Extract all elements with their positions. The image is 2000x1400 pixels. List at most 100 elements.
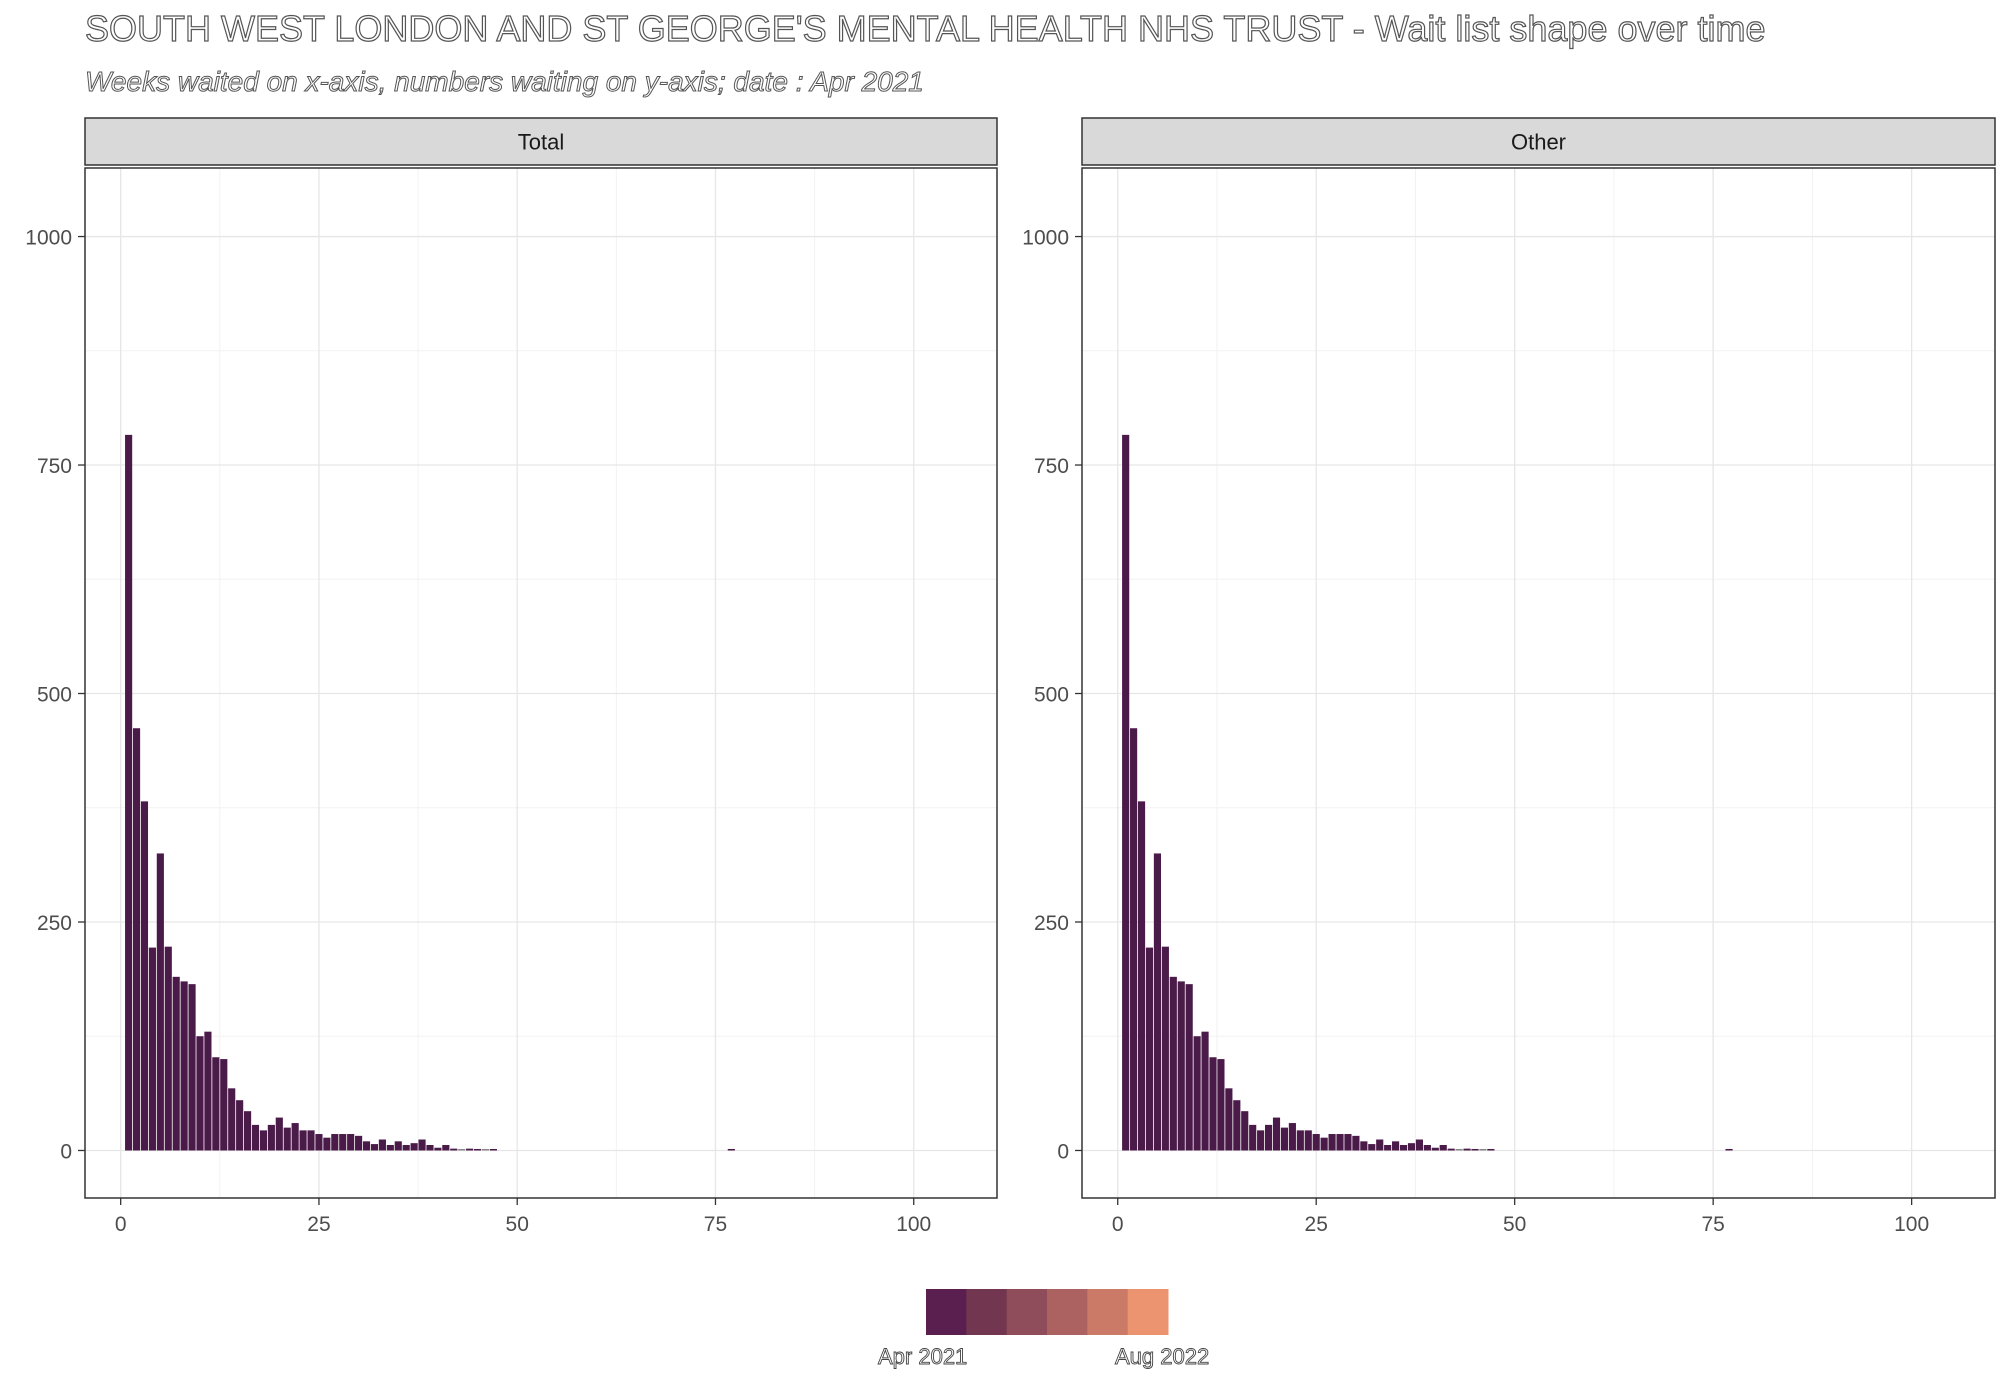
bar	[1201, 1031, 1209, 1151]
bar	[1288, 1123, 1296, 1151]
bar	[378, 1139, 386, 1151]
bar	[125, 434, 133, 1151]
facet-strip	[84, 117, 998, 166]
bar	[1177, 981, 1185, 1151]
bar	[259, 1130, 268, 1151]
bar	[727, 1148, 735, 1151]
y-tick-label: 750	[1034, 455, 1069, 478]
legend-swatch	[966, 1289, 1008, 1335]
bar	[331, 1134, 339, 1151]
chart-subtitle: Weeks waited on x-axis, numbers waiting …	[85, 66, 925, 98]
bar	[228, 1088, 236, 1151]
bar	[1257, 1130, 1265, 1151]
bar	[1487, 1148, 1495, 1151]
bar	[481, 1148, 490, 1151]
bar	[1169, 976, 1177, 1151]
legend-swatch	[1006, 1289, 1048, 1335]
bar	[442, 1144, 450, 1151]
bar	[466, 1148, 474, 1151]
y-tick-label: 500	[37, 684, 72, 707]
legend-label-end: Aug 2022	[1115, 1344, 1210, 1370]
legend-swatch	[1047, 1289, 1088, 1335]
bar	[347, 1134, 355, 1151]
y-tick-label: 0	[60, 1140, 72, 1163]
bar	[1447, 1148, 1455, 1151]
bar	[1415, 1139, 1423, 1151]
bar	[283, 1127, 291, 1151]
x-tick-label: 50	[1503, 1213, 1526, 1236]
bar	[315, 1134, 323, 1151]
bar	[473, 1148, 482, 1151]
bar	[1479, 1148, 1487, 1151]
y-tick-label: 1000	[25, 227, 72, 250]
bar	[251, 1124, 260, 1151]
chart-title: SOUTH WEST LONDON AND ST GEORGE'S MENTAL…	[84, 7, 1766, 49]
bar	[275, 1117, 283, 1151]
bar	[1161, 946, 1169, 1151]
y-tick-label: 1000	[1022, 227, 1069, 250]
bar	[1471, 1148, 1479, 1151]
bar	[1241, 1111, 1249, 1151]
panel-border	[1081, 167, 1996, 1199]
bar	[172, 976, 180, 1151]
x-tick-label: 25	[307, 1213, 330, 1236]
bar	[267, 1124, 275, 1151]
bar	[1145, 947, 1154, 1151]
bar	[148, 947, 156, 1151]
bar	[140, 801, 149, 1151]
bar	[1360, 1141, 1368, 1151]
bar	[1725, 1148, 1733, 1151]
bar	[1439, 1144, 1447, 1151]
bar	[458, 1148, 466, 1151]
bar	[1328, 1134, 1336, 1151]
bar	[1130, 728, 1138, 1151]
bar	[1249, 1124, 1257, 1151]
bar	[156, 853, 164, 1151]
bar	[1344, 1134, 1352, 1151]
bar	[1193, 1036, 1201, 1151]
bar	[1407, 1143, 1416, 1151]
bar	[362, 1141, 371, 1151]
bar	[1312, 1134, 1320, 1151]
bar	[1431, 1147, 1439, 1151]
bar	[132, 728, 141, 1151]
plot-area	[1082, 168, 1995, 1198]
bar	[355, 1135, 363, 1151]
bar	[291, 1123, 299, 1151]
y-tick-label: 500	[1034, 684, 1069, 707]
x-tick-label: 100	[896, 1213, 931, 1236]
bar	[1233, 1100, 1241, 1151]
bar	[1304, 1130, 1312, 1151]
bar	[1225, 1088, 1233, 1151]
facet-strip-label: Total	[518, 130, 564, 155]
bar	[1217, 1059, 1225, 1151]
bar	[1368, 1144, 1376, 1151]
x-tick-label: 50	[506, 1213, 529, 1236]
bar	[402, 1144, 410, 1151]
bar	[1463, 1148, 1471, 1151]
bar	[410, 1143, 418, 1151]
bar	[426, 1144, 434, 1151]
bar	[1153, 853, 1161, 1151]
bar	[1423, 1144, 1431, 1151]
plot-area	[85, 168, 997, 1198]
bar	[180, 981, 188, 1151]
bar	[1296, 1130, 1304, 1151]
legend-swatch	[926, 1289, 967, 1335]
bar	[307, 1130, 315, 1151]
x-tick-label: 75	[704, 1213, 727, 1236]
bar	[1384, 1144, 1392, 1151]
bar	[1264, 1124, 1273, 1151]
bar	[220, 1059, 228, 1151]
bar	[1336, 1134, 1344, 1151]
x-tick-label: 0	[1112, 1213, 1124, 1236]
bar	[339, 1134, 347, 1151]
bar	[450, 1148, 458, 1151]
bar	[1272, 1117, 1281, 1151]
y-tick-label: 250	[1034, 912, 1069, 935]
bar	[1137, 801, 1146, 1151]
bar	[299, 1130, 307, 1151]
bar	[394, 1141, 402, 1151]
bar	[1209, 1057, 1217, 1151]
